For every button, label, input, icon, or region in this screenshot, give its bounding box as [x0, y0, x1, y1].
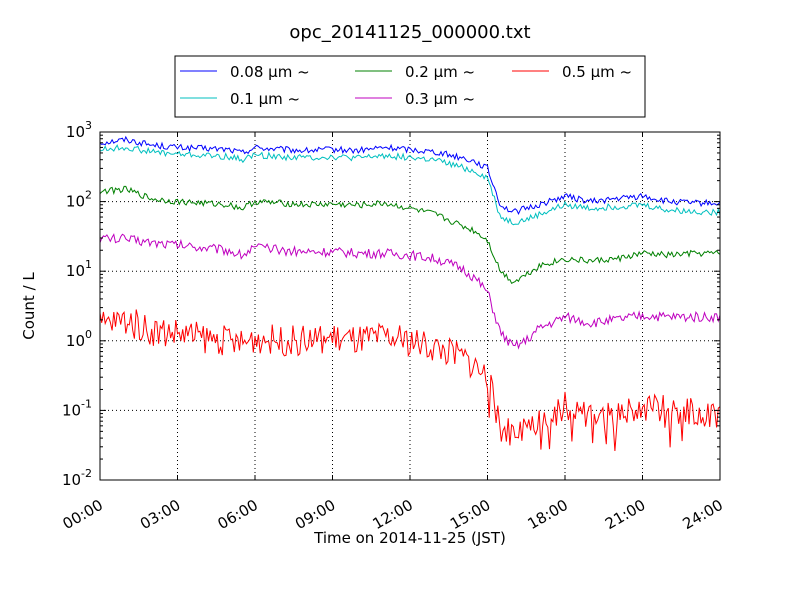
legend-label: 0.1 μm ~: [230, 90, 300, 108]
y-tick-label: 100: [66, 328, 92, 350]
legend-box: [174, 55, 646, 118]
y-axis-label: Count / L: [20, 272, 38, 340]
x-tick-label: 15:00: [447, 496, 493, 533]
legend-label: 0.08 μm ~: [230, 63, 310, 81]
series-line-2: [99, 144, 721, 226]
x-tick-label: 00:00: [60, 496, 106, 533]
grid-lines: [100, 132, 720, 480]
legend-label: 0.5 μm ~: [562, 63, 632, 81]
y-tick-label: 10-2: [62, 467, 92, 489]
x-tick-label: 21:00: [602, 496, 648, 533]
x-tick-label: 06:00: [215, 496, 261, 533]
y-tick-labels: 10-2 10-1 100 101 102 103: [62, 119, 92, 489]
y-tick-label: 101: [66, 258, 92, 280]
legend-label: 0.3 μm ~: [405, 90, 475, 108]
y-tick-label: 103: [66, 119, 92, 141]
y-tick-label: 10-1: [62, 397, 92, 419]
x-tick-label: 24:00: [680, 496, 726, 533]
legend: 0.08 μm ~ 0.1 μm ~ 0.2 μm ~ 0.3 μm ~ 0.5 μm …: [174, 55, 646, 118]
legend-label: 0.2 μm ~: [405, 63, 475, 81]
chart-title: opc_20141125_000000.txt: [289, 22, 530, 43]
x-axis-label: Time on 2014-11-25 (JST): [313, 529, 506, 547]
x-tick-label: 09:00: [292, 496, 338, 533]
axis-ticks: [99, 131, 721, 481]
x-tick-label: 12:00: [370, 496, 416, 533]
series-line-4: [99, 233, 721, 350]
x-tick-label: 18:00: [525, 496, 571, 533]
series-line-5: [99, 309, 721, 452]
x-tick-labels: 00:00 03:00 06:00 09:00 12:00 15:00 18:00 21:00…: [60, 496, 726, 533]
series-lines: [99, 135, 721, 452]
series-line-3: [99, 185, 721, 284]
series-line-1: [99, 135, 721, 215]
x-tick-label: 03:00: [137, 496, 183, 533]
y-tick-label: 102: [66, 189, 92, 211]
